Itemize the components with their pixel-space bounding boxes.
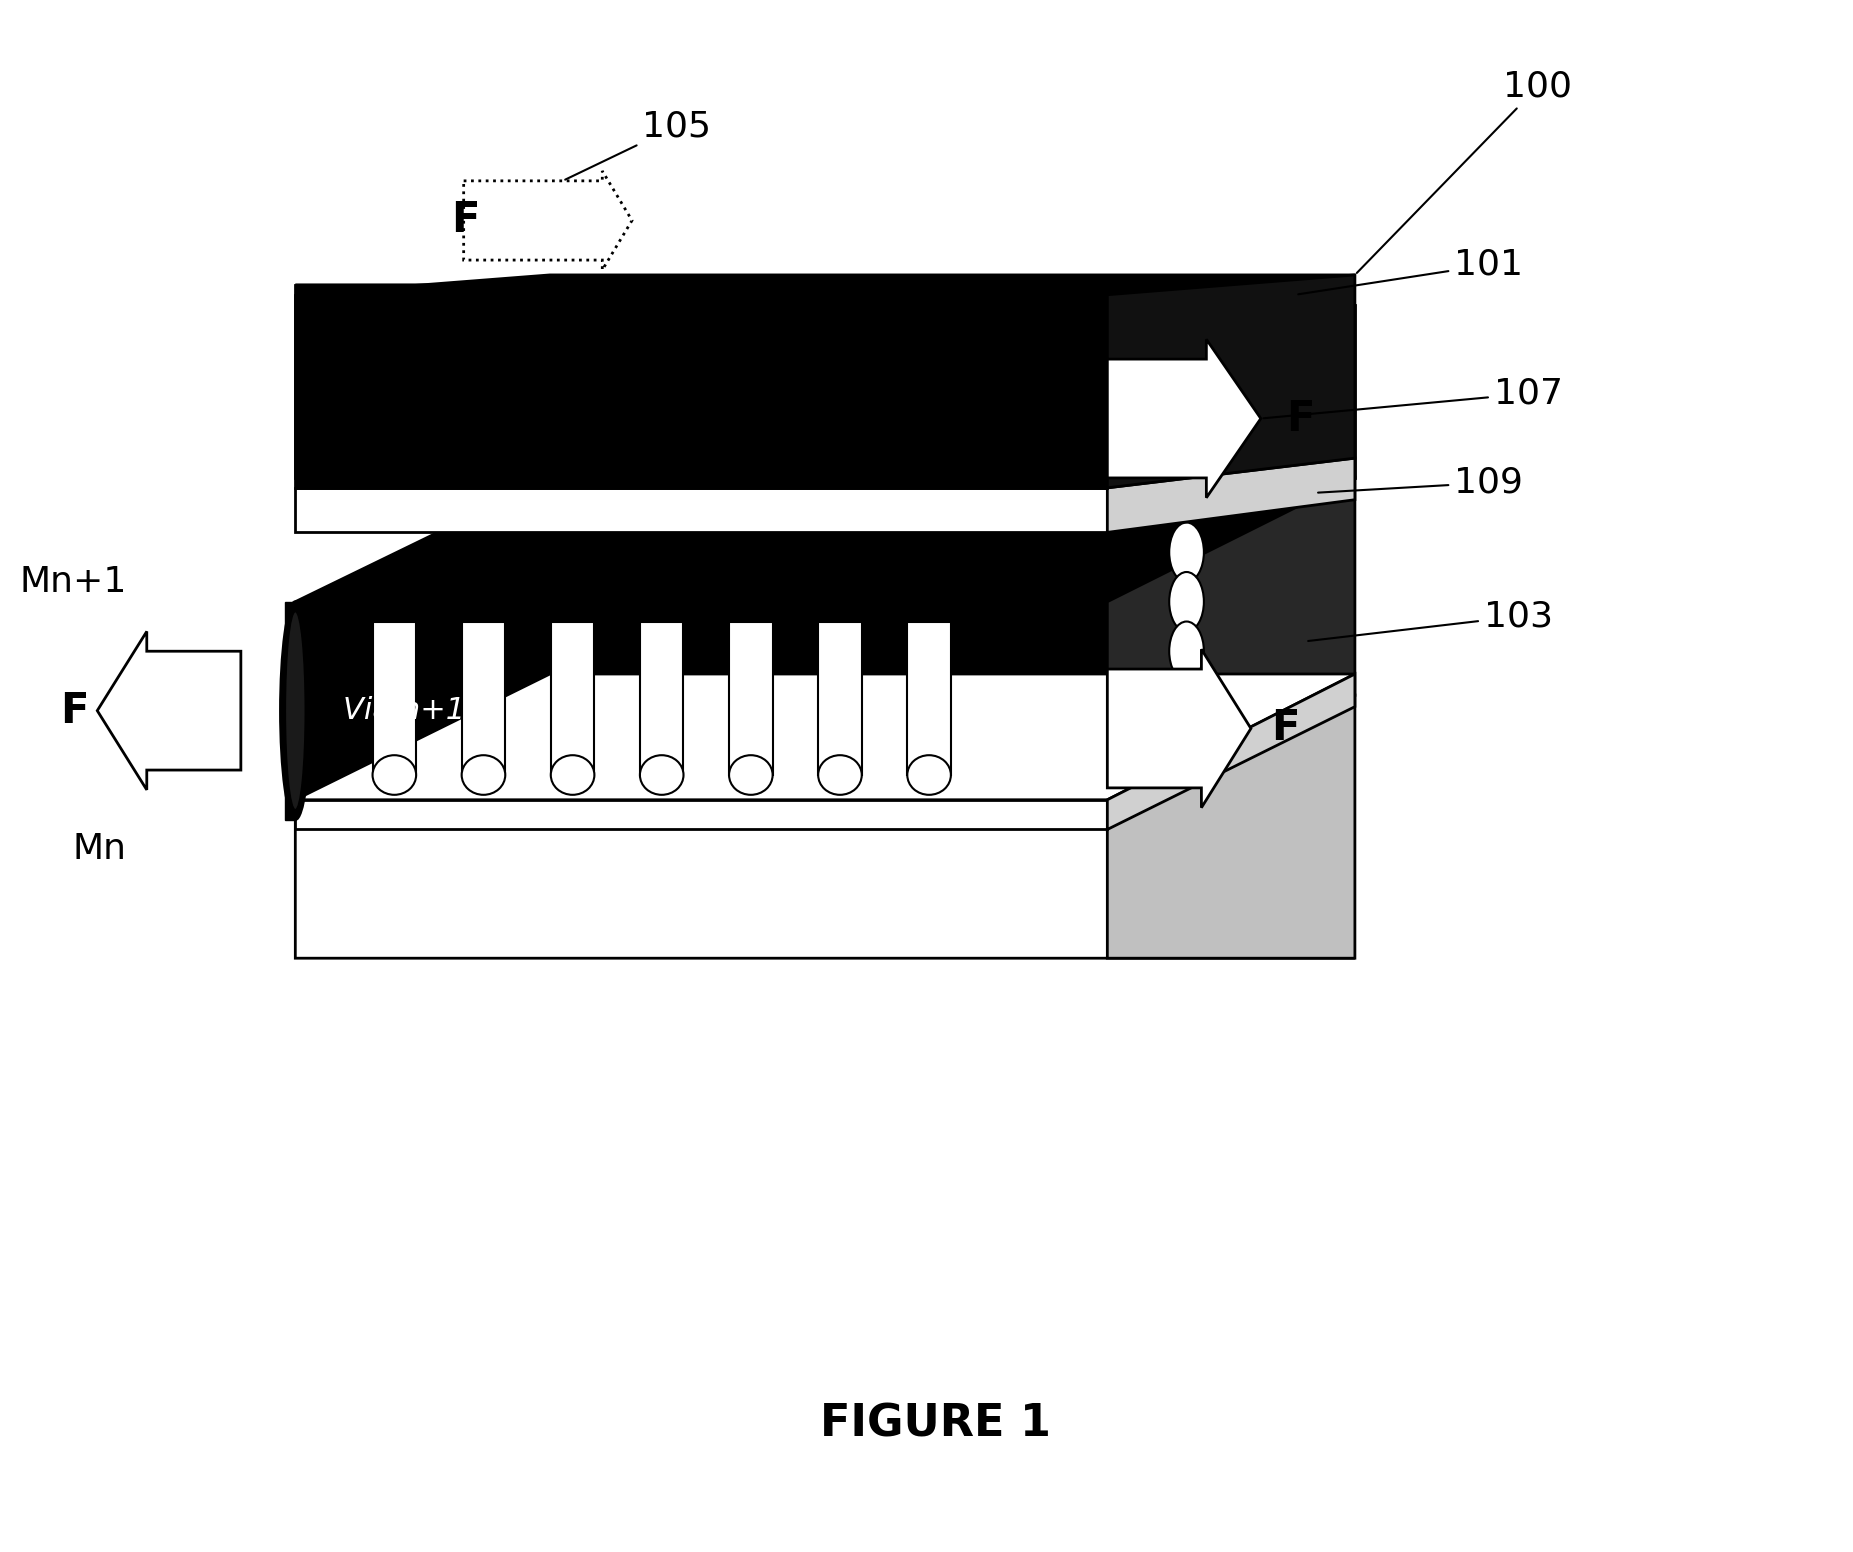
Text: Mn: Mn: [72, 832, 128, 866]
Polygon shape: [285, 602, 295, 819]
Bar: [550, 621, 595, 774]
Text: F: F: [61, 689, 89, 731]
Polygon shape: [295, 819, 1355, 958]
Ellipse shape: [372, 756, 417, 795]
Polygon shape: [295, 295, 1108, 487]
Text: FIGURE 1: FIGURE 1: [819, 1401, 1051, 1445]
Ellipse shape: [285, 611, 306, 810]
Polygon shape: [295, 695, 1355, 819]
Text: F: F: [1271, 708, 1299, 750]
Ellipse shape: [819, 756, 862, 795]
Polygon shape: [295, 799, 1108, 829]
Ellipse shape: [1169, 523, 1204, 582]
Bar: [728, 621, 773, 774]
Ellipse shape: [461, 756, 506, 795]
Ellipse shape: [280, 602, 309, 819]
Polygon shape: [295, 275, 1355, 295]
Text: Mn+1: Mn+1: [20, 565, 128, 599]
Ellipse shape: [1169, 573, 1204, 632]
Polygon shape: [1108, 458, 1355, 532]
Text: 101: 101: [1299, 248, 1523, 295]
Polygon shape: [1108, 695, 1355, 958]
Text: 109: 109: [1317, 466, 1523, 500]
Polygon shape: [1108, 674, 1355, 829]
Text: 103: 103: [1308, 599, 1553, 641]
Text: 100: 100: [1356, 70, 1573, 273]
Bar: [908, 621, 951, 774]
Polygon shape: [1108, 478, 1355, 819]
Bar: [819, 621, 862, 774]
Polygon shape: [1108, 649, 1251, 807]
Polygon shape: [295, 286, 1355, 304]
Polygon shape: [96, 632, 241, 790]
Ellipse shape: [1169, 621, 1204, 681]
Polygon shape: [295, 602, 1108, 819]
Polygon shape: [295, 695, 1355, 819]
Polygon shape: [295, 487, 1108, 532]
Polygon shape: [295, 674, 1355, 799]
Polygon shape: [295, 458, 1355, 487]
Polygon shape: [550, 304, 1355, 478]
Polygon shape: [1108, 340, 1260, 498]
Bar: [639, 621, 684, 774]
Bar: [461, 621, 506, 774]
Polygon shape: [295, 478, 1355, 602]
Ellipse shape: [728, 756, 773, 795]
Polygon shape: [295, 286, 1108, 478]
Text: Via n+1: Via n+1: [343, 697, 465, 725]
Ellipse shape: [550, 756, 595, 795]
Text: F: F: [452, 200, 480, 242]
Text: F: F: [1286, 397, 1314, 439]
Bar: [372, 621, 417, 774]
Ellipse shape: [639, 756, 684, 795]
Text: 105: 105: [565, 109, 712, 180]
Ellipse shape: [908, 756, 951, 795]
Polygon shape: [1108, 275, 1355, 487]
Text: 107: 107: [1264, 377, 1562, 417]
